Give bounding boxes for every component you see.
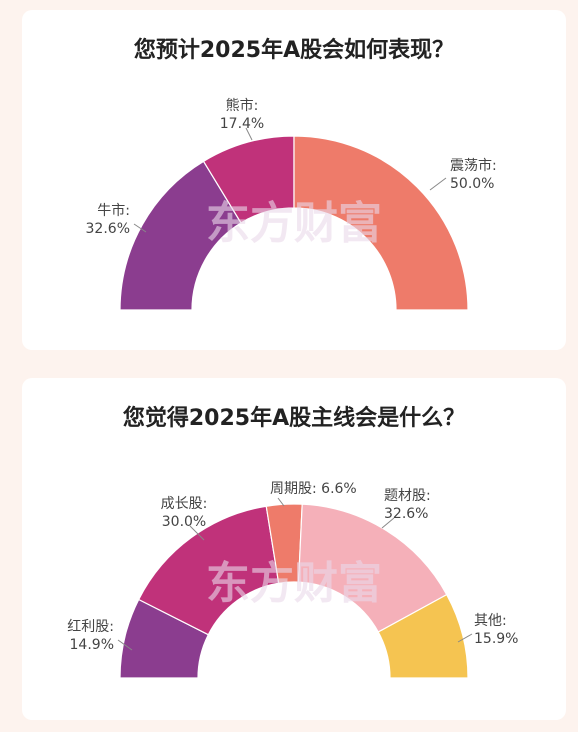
chart-title: 您觉得2025年A股主线会是什么？: [122, 406, 466, 431]
leader-line: [117, 639, 133, 651]
slice-value: 17.4%: [220, 116, 264, 132]
leader-line: [429, 177, 447, 191]
slice-value: 32.6%: [86, 221, 130, 237]
leader-line: [277, 497, 285, 507]
watermark: 东方财富: [206, 198, 382, 249]
slice-label: 其他:: [474, 613, 507, 629]
slice-label: 熊市:: [226, 97, 259, 114]
slice-value: 50.0%: [450, 176, 494, 192]
slice-label: 牛市:: [97, 202, 130, 219]
donut-chart-market-outlook: 东方财富 牛市: 32.6% 熊市: 17.4% 震荡市: 50.0%: [86, 97, 497, 311]
slice-value: 14.9%: [70, 637, 114, 653]
leader-line: [457, 633, 473, 643]
slice-label-and-value: 周期股: 6.6%: [270, 481, 357, 497]
slice-value: 15.9%: [474, 631, 518, 647]
chart-title: 您预计2025年A股会如何表现？: [133, 38, 455, 63]
slice-label: 题材股:: [384, 488, 431, 504]
slice-label: 红利股:: [67, 619, 114, 635]
leader-line: [189, 525, 205, 541]
slice-label: 成长股:: [161, 496, 208, 512]
donut-slice: [293, 135, 469, 311]
slice-label: 震荡市:: [450, 157, 497, 174]
slice-value: 32.6%: [384, 506, 428, 522]
leader-line: [245, 127, 253, 141]
leader-line: [381, 517, 395, 529]
chart-card-market-outlook: 您预计2025年A股会如何表现？ 东方财富 牛市: 32.6% 熊市: 17.4% 震荡市…: [22, 10, 566, 350]
leader-line: [133, 223, 147, 233]
watermark: 东方财富: [206, 558, 382, 609]
donut-slice: [377, 593, 469, 679]
slice-value: 30.0%: [162, 514, 206, 530]
chart-card-main-theme: 您觉得2025年A股主线会是什么？ 东方财富红利股: 14.9% 成长股: 30.0%…: [22, 378, 566, 720]
